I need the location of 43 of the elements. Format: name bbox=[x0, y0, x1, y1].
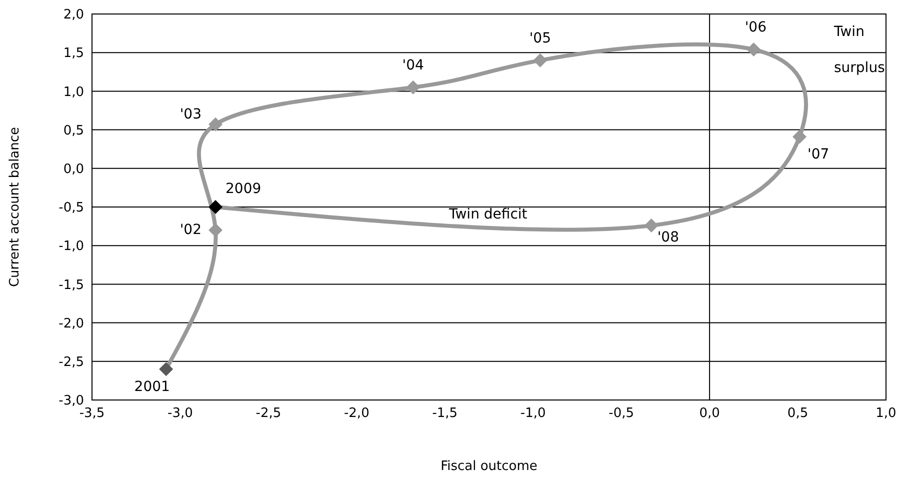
x-tick-label: -2,0 bbox=[344, 406, 370, 422]
annotation: Twin deficit bbox=[448, 206, 528, 223]
point bbox=[533, 53, 548, 68]
point bbox=[208, 223, 223, 238]
x-tick-label: 1,0 bbox=[876, 406, 896, 422]
y-tick-label: -3,0 bbox=[58, 394, 84, 409]
y-tick-label: 0,5 bbox=[63, 123, 84, 138]
x-tick-label: -1,0 bbox=[520, 406, 546, 422]
x-tick-label: 0,0 bbox=[699, 406, 720, 422]
annotation: '02 bbox=[180, 222, 202, 238]
y-tick-label: -2,5 bbox=[58, 355, 84, 370]
x-tick-label: -1,5 bbox=[432, 406, 458, 422]
annotation: '07 bbox=[808, 146, 830, 163]
text: Twin surplus bbox=[834, 24, 885, 76]
point bbox=[159, 362, 174, 376]
annotation: '03 bbox=[180, 106, 202, 122]
y-tick-label: 1,5 bbox=[63, 46, 84, 62]
x-tick-label: -3,5 bbox=[79, 406, 105, 422]
x-axis-title: Fiscal outcome bbox=[440, 459, 538, 474]
annotation: '04 bbox=[402, 57, 424, 74]
point bbox=[208, 117, 223, 132]
y-tick-label: 1,0 bbox=[63, 84, 84, 100]
y-tick-label: 2,0 bbox=[63, 8, 84, 23]
y-tick-label: -1,5 bbox=[58, 278, 84, 293]
x-tick-label: 0,5 bbox=[787, 406, 808, 422]
y-tick-label: -2,0 bbox=[58, 316, 84, 332]
y-tick-label: 0,0 bbox=[63, 162, 84, 178]
point bbox=[746, 42, 761, 57]
point bbox=[644, 218, 658, 233]
annotation: '08 bbox=[657, 230, 679, 246]
annotation: '05 bbox=[529, 30, 552, 46]
x-tick-label: -0,5 bbox=[608, 406, 634, 422]
annotation: '06 bbox=[744, 20, 767, 36]
y-tick-label: -1,0 bbox=[58, 239, 84, 254]
x-tick-label: -3,0 bbox=[168, 406, 193, 422]
x-tick-label: -2,5 bbox=[256, 406, 282, 422]
y-tick-label: -0,5 bbox=[58, 200, 84, 216]
annotation: 2001 bbox=[134, 379, 170, 396]
y-axis-title: Current account balance bbox=[8, 126, 23, 288]
point bbox=[792, 130, 807, 144]
point bbox=[406, 80, 420, 94]
point bbox=[208, 200, 223, 214]
annotation: 2009 bbox=[226, 181, 262, 197]
